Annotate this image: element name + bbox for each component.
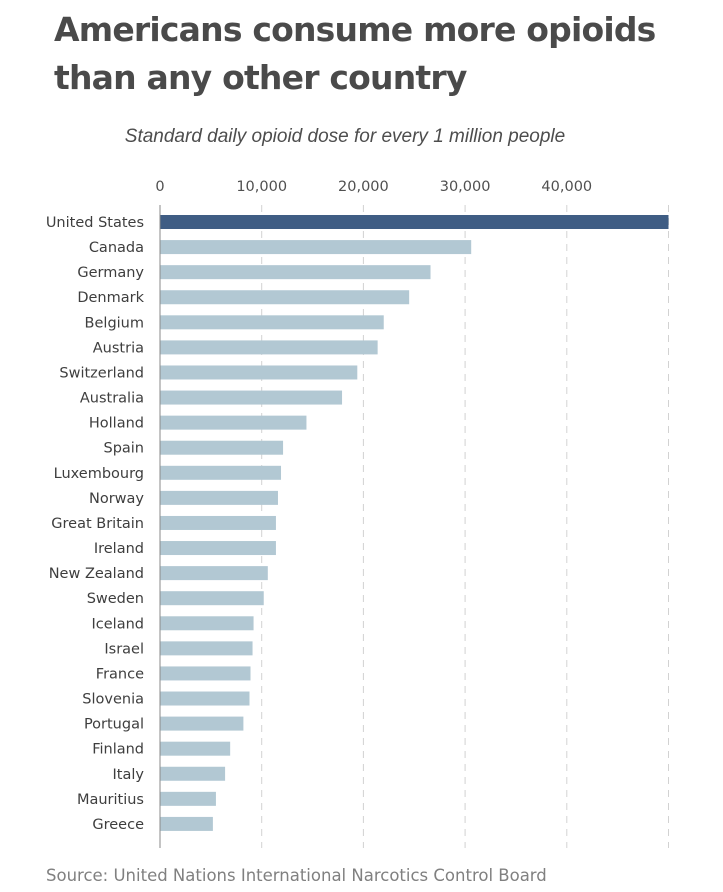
bar-finland [160, 741, 231, 756]
bar-slovenia [160, 691, 250, 706]
category-label: Australia [80, 391, 144, 407]
chart-subtitle: Standard daily opioid dose for every 1 m… [124, 126, 566, 147]
title-line-1: Americans consume more opioids [54, 10, 656, 49]
bar-mauritius [160, 791, 216, 806]
category-label: Germany [77, 265, 144, 281]
bar-sweden [160, 591, 264, 606]
category-label: Finland [92, 742, 144, 758]
category-label: Mauritius [77, 792, 144, 808]
category-label: Canada [89, 240, 144, 256]
category-label: Spain [103, 441, 144, 457]
bar-australia [160, 390, 343, 405]
chart-title: Americans consume more opioids than any … [54, 6, 714, 102]
category-label: Ireland [94, 541, 144, 557]
category-label: Norway [89, 491, 144, 507]
x-tick-label: 30,000 [440, 179, 491, 195]
bar-france [160, 666, 251, 681]
bar-holland [160, 415, 307, 430]
bar-great-britain [160, 515, 276, 530]
bar-portugal [160, 716, 244, 731]
bar-luxembourg [160, 465, 282, 480]
bar-belgium [160, 315, 384, 330]
category-label: New Zealand [49, 566, 144, 582]
bar-canada [160, 240, 472, 255]
category-label: France [96, 666, 144, 682]
bar-spain [160, 440, 284, 455]
x-tick-label: 20,000 [338, 179, 389, 195]
bar-united-states [160, 215, 669, 229]
category-label: Italy [113, 767, 145, 783]
category-label: Great Britain [51, 516, 144, 532]
bar-ireland [160, 541, 276, 556]
bar-new-zealand [160, 566, 268, 581]
category-label: Portugal [84, 717, 144, 733]
bar-germany [160, 265, 431, 280]
category-label: Luxembourg [54, 466, 144, 482]
category-label: Holland [89, 416, 144, 432]
bar-switzerland [160, 365, 358, 380]
category-label: Belgium [85, 315, 144, 331]
category-label: Greece [92, 817, 144, 833]
category-label: Slovenia [82, 692, 144, 708]
x-tick-label: 10,000 [236, 179, 287, 195]
bar-israel [160, 641, 253, 656]
category-label: Israel [104, 641, 144, 657]
category-label: Switzerland [59, 365, 144, 381]
source-note: Source: United Nations International Nar… [46, 866, 547, 885]
category-label: Austria [93, 340, 144, 356]
bar-greece [160, 816, 213, 831]
bar-austria [160, 340, 378, 355]
category-label: Denmark [77, 290, 144, 306]
title-line-2: than any other country [54, 58, 467, 97]
bar-norway [160, 490, 278, 505]
category-label: Sweden [87, 591, 144, 607]
category-label: United States [46, 215, 144, 231]
x-tick-label: 40,000 [541, 179, 592, 195]
bar-italy [160, 766, 226, 781]
category-label: Iceland [92, 616, 144, 632]
x-tick-label: 0 [155, 179, 164, 195]
bar-iceland [160, 616, 254, 631]
bar-denmark [160, 290, 410, 305]
